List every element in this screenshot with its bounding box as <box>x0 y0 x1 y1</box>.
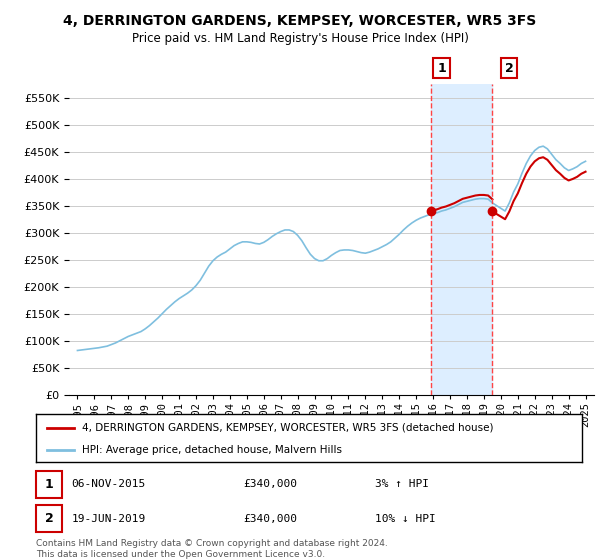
Text: 4, DERRINGTON GARDENS, KEMPSEY, WORCESTER, WR5 3FS (detached house): 4, DERRINGTON GARDENS, KEMPSEY, WORCESTE… <box>82 423 494 433</box>
Text: Contains HM Land Registry data © Crown copyright and database right 2024.
This d: Contains HM Land Registry data © Crown c… <box>36 539 388 559</box>
Text: 1: 1 <box>45 478 53 491</box>
Text: 2: 2 <box>45 512 53 525</box>
Text: 2: 2 <box>505 62 514 74</box>
Bar <box>36 471 62 498</box>
Text: 06-NOV-2015: 06-NOV-2015 <box>71 479 146 489</box>
Text: Price paid vs. HM Land Registry's House Price Index (HPI): Price paid vs. HM Land Registry's House … <box>131 32 469 45</box>
Text: HPI: Average price, detached house, Malvern Hills: HPI: Average price, detached house, Malv… <box>82 445 343 455</box>
Text: 19-JUN-2019: 19-JUN-2019 <box>71 514 146 524</box>
Text: £340,000: £340,000 <box>244 514 298 524</box>
Text: 1: 1 <box>437 62 446 74</box>
Text: 3% ↑ HPI: 3% ↑ HPI <box>374 479 428 489</box>
Text: £340,000: £340,000 <box>244 479 298 489</box>
Text: 4, DERRINGTON GARDENS, KEMPSEY, WORCESTER, WR5 3FS: 4, DERRINGTON GARDENS, KEMPSEY, WORCESTE… <box>64 14 536 28</box>
Text: 10% ↓ HPI: 10% ↓ HPI <box>374 514 435 524</box>
Bar <box>36 505 62 532</box>
Bar <box>431 84 492 395</box>
